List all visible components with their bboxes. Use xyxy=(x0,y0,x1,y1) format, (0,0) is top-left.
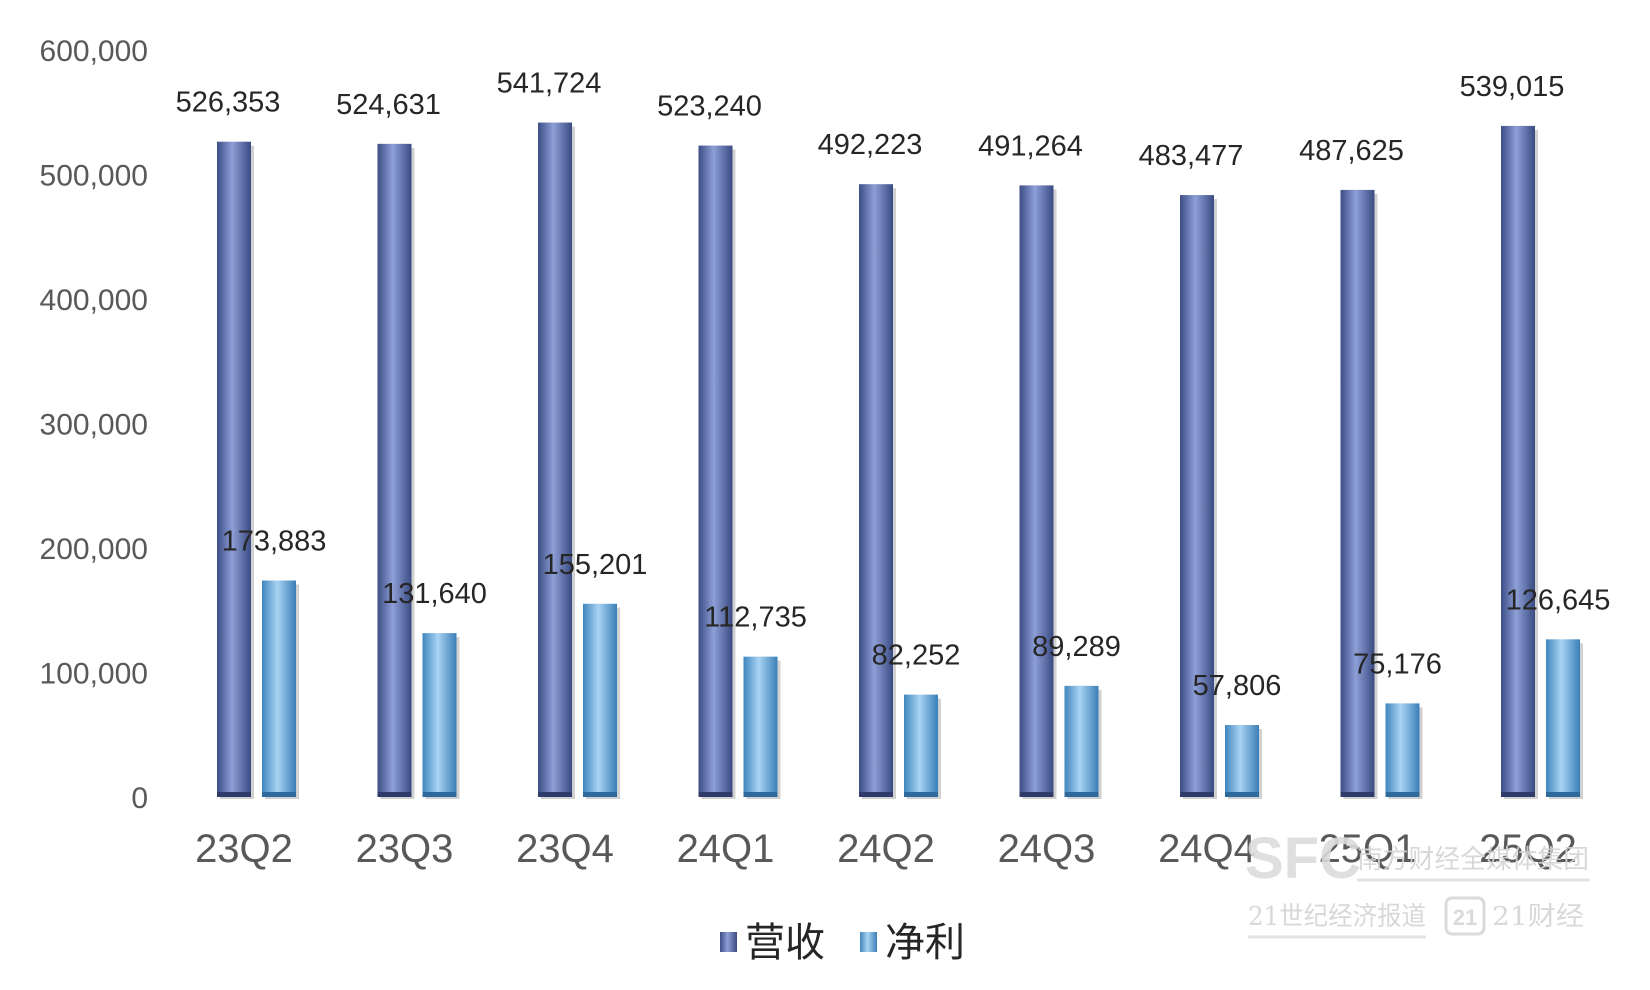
data-label-revenue: 526,353 xyxy=(176,87,281,119)
x-tick-label: 24Q1 xyxy=(677,827,775,871)
data-label-revenue: 541,724 xyxy=(497,68,602,100)
legend: 营收 净利 xyxy=(720,921,965,965)
bar-net-profit-25q1 xyxy=(1385,703,1420,797)
data-label-revenue: 483,477 xyxy=(1139,140,1244,172)
bar-revenue-23q4 xyxy=(538,122,572,798)
data-label-revenue: 539,015 xyxy=(1460,71,1565,103)
bar-base xyxy=(262,792,296,797)
bar-base xyxy=(1180,792,1214,797)
data-labels: 526,353 524,631 541,724 523,240 492,223 491,2… xyxy=(176,68,1611,702)
y-tick-label: 600,000 xyxy=(40,35,148,68)
x-tick-label: 24Q2 xyxy=(837,827,935,871)
x-tick-label: 25Q1 xyxy=(1319,827,1417,871)
data-label-net-profit: 126,645 xyxy=(1506,584,1611,616)
watermark-line2: 21世纪经济报道 xyxy=(1248,902,1426,932)
bar-revenue-25q1 xyxy=(1340,189,1375,798)
bars xyxy=(217,122,1583,800)
data-label-revenue: 523,240 xyxy=(657,91,762,123)
legend-label: 营收 xyxy=(745,921,825,965)
bar-base xyxy=(1340,792,1375,797)
watermark-21-badge-text: 21 xyxy=(1453,905,1477,930)
watermark: SFC 南方财经全媒体集团 21世纪经济报道 21 21财经 xyxy=(1245,826,1590,939)
data-label-net-profit: 173,883 xyxy=(222,526,327,558)
data-label-net-profit: 112,735 xyxy=(704,602,807,634)
watermark-line3: 21财经 xyxy=(1492,902,1584,932)
bar-base xyxy=(1501,792,1535,797)
data-label-revenue: 491,264 xyxy=(978,130,1083,162)
watermark-line1: 南方财经全媒体集团 xyxy=(1357,845,1589,875)
x-tick-label: 24Q3 xyxy=(998,827,1096,871)
bar-base xyxy=(538,792,572,797)
data-label-net-profit: 75,176 xyxy=(1353,648,1442,680)
bar-revenue-24q2 xyxy=(859,184,893,797)
bar-revenue-24q3 xyxy=(1019,185,1054,797)
x-tick-label: 23Q4 xyxy=(516,827,614,871)
y-tick-label: 200,000 xyxy=(40,533,148,566)
bar-revenue-25q2 xyxy=(1501,125,1535,797)
bar-net-profit-23q4 xyxy=(583,603,617,797)
bar-base xyxy=(217,792,251,797)
bar-base xyxy=(1225,792,1259,797)
bar-net-profit-24q3 xyxy=(1064,685,1099,797)
bar-net-profit-25q2 xyxy=(1546,639,1580,797)
y-tick-label: 300,000 xyxy=(40,409,148,442)
y-tick-label: 500,000 xyxy=(40,160,148,193)
y-tick-label: 400,000 xyxy=(40,284,148,317)
legend-item-net-profit: 净利 xyxy=(860,921,965,965)
watermark-21-badge xyxy=(1444,896,1486,936)
legend-swatch xyxy=(720,932,737,952)
x-tick-label: 23Q2 xyxy=(195,827,293,871)
bar-net-profit-23q2 xyxy=(262,580,296,797)
bar-base xyxy=(1385,792,1420,797)
data-label-net-profit: 57,806 xyxy=(1193,670,1282,702)
bar-base xyxy=(698,792,733,797)
bar-revenue-23q2 xyxy=(217,141,251,797)
data-label-net-profit: 131,640 xyxy=(382,578,487,610)
x-axis: 23Q2 23Q3 23Q4 24Q1 24Q2 24Q3 24Q4 25Q1 25Q2 xyxy=(195,827,1577,871)
bar-base xyxy=(1546,792,1580,797)
x-tick-label: 23Q3 xyxy=(356,827,454,871)
bar-net-profit-24q2 xyxy=(904,694,938,797)
bar-base xyxy=(904,792,938,797)
data-label-revenue: 487,625 xyxy=(1299,135,1404,167)
bar-net-profit-24q4 xyxy=(1225,725,1259,797)
bar-base xyxy=(422,792,457,797)
bar-base xyxy=(859,792,893,797)
bar-net-profit-23q3 xyxy=(422,633,457,797)
bar-base xyxy=(377,792,412,797)
y-tick-label: 0 xyxy=(131,782,148,815)
y-tick-label: 100,000 xyxy=(40,658,148,691)
data-label-revenue: 492,223 xyxy=(818,129,923,161)
bar-revenue-24q1 xyxy=(698,145,733,798)
data-label-revenue: 524,631 xyxy=(336,89,441,121)
watermark-logo: SFC xyxy=(1245,826,1361,891)
legend-label: 净利 xyxy=(885,921,965,965)
legend-item-revenue: 营收 xyxy=(720,921,825,965)
bar-revenue-23q3 xyxy=(377,143,412,797)
x-tick-label: 25Q2 xyxy=(1479,827,1577,871)
bar-base xyxy=(583,792,617,797)
data-label-net-profit: 89,289 xyxy=(1032,631,1121,663)
bar-base xyxy=(743,792,778,797)
bar-revenue-24q4 xyxy=(1180,195,1214,797)
bar-base xyxy=(1019,792,1054,797)
x-tick-label: 24Q4 xyxy=(1158,827,1256,871)
data-label-net-profit: 82,252 xyxy=(872,640,961,672)
legend-swatch xyxy=(860,932,877,952)
y-axis: 0 100,000 200,000 300,000 400,000 500,000 600,… xyxy=(40,35,148,815)
bar-net-profit-24q1 xyxy=(743,656,778,797)
bar-base xyxy=(1064,792,1099,797)
data-label-net-profit: 155,201 xyxy=(543,549,648,581)
